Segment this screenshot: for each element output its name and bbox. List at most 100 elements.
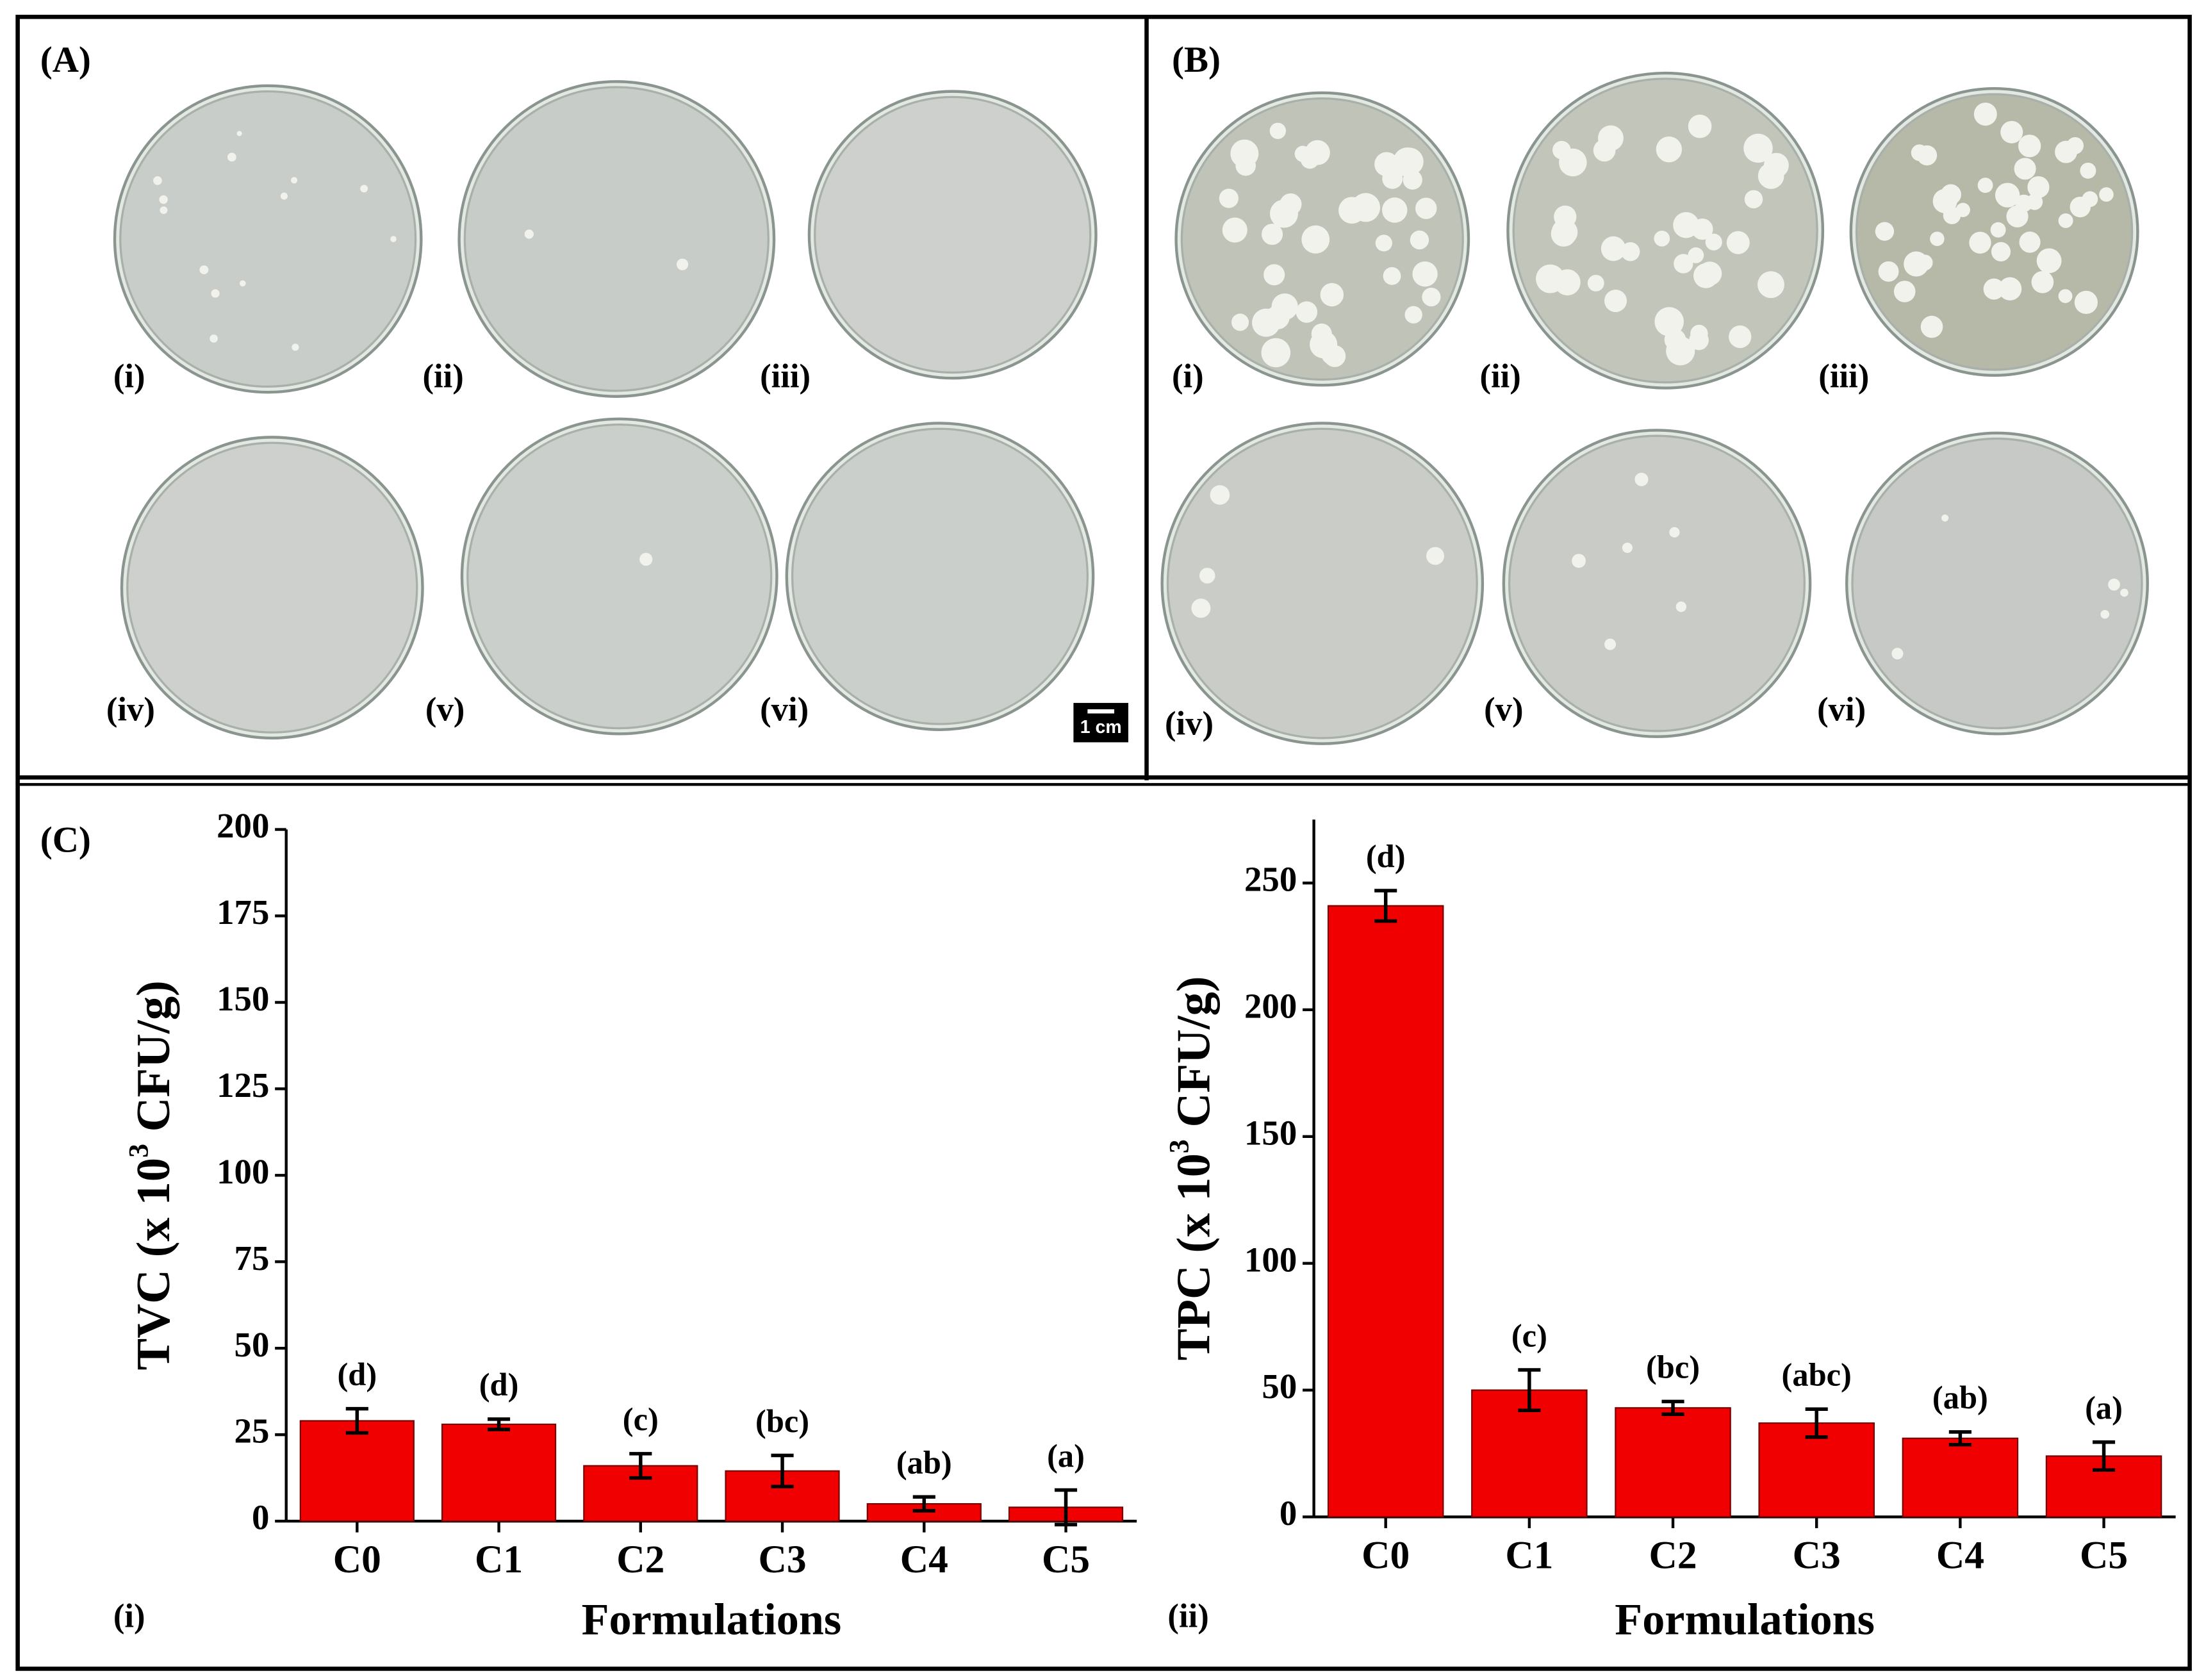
colony — [1666, 336, 1695, 366]
plate-label: (iii) — [1818, 358, 1869, 395]
colony — [1656, 136, 1683, 163]
colony — [1422, 287, 1441, 307]
y-tick-label: 150 — [217, 979, 269, 1018]
colony — [1911, 144, 1928, 161]
colony — [2019, 231, 2041, 253]
colony — [290, 177, 298, 184]
colony — [1991, 242, 2011, 261]
colony — [1210, 485, 1230, 505]
colony — [2099, 187, 2114, 202]
plate-label: (iv) — [1165, 705, 1214, 742]
colony — [1262, 224, 1283, 245]
colony — [2074, 290, 2098, 315]
colony — [1191, 598, 1211, 618]
plate-label: (ii) — [423, 358, 464, 395]
colony — [1383, 267, 1401, 285]
colony — [1654, 230, 1670, 247]
colony — [2014, 158, 2036, 180]
colony — [639, 552, 653, 566]
group-label: (ab) — [896, 1445, 952, 1481]
colony — [2036, 248, 2062, 274]
colony — [1757, 163, 1784, 189]
colony — [292, 343, 299, 351]
colony — [1604, 290, 1627, 313]
colony — [2058, 213, 2073, 228]
colony — [1426, 547, 1445, 565]
petri-dish — [126, 441, 418, 734]
petri-dish — [1166, 427, 1478, 739]
colony — [1375, 235, 1392, 252]
colony — [1601, 236, 1626, 261]
x-tick-label: C2 — [1649, 1533, 1697, 1577]
colony — [1943, 206, 1961, 224]
colony — [1301, 225, 1330, 254]
group-label: (d) — [479, 1367, 519, 1403]
colony — [1893, 281, 1916, 302]
colony — [1995, 183, 2020, 208]
plates — [113, 71, 2149, 745]
y-tick-label: 150 — [1244, 1113, 1297, 1152]
colony — [1973, 103, 1997, 126]
colony — [1222, 217, 1247, 243]
group-label: (a) — [2085, 1390, 2123, 1426]
x-tick-label: C2 — [616, 1538, 664, 1581]
petri-dish — [814, 95, 1092, 374]
group-label: (d) — [337, 1356, 377, 1392]
colony — [2027, 176, 2050, 199]
colony — [239, 280, 246, 287]
colony — [2100, 609, 2110, 619]
bar — [441, 1423, 557, 1522]
group-label: (a) — [1047, 1438, 1085, 1474]
error-bar — [629, 1452, 652, 1480]
y-tick-label: 75 — [235, 1239, 270, 1278]
colony — [1744, 190, 1763, 209]
colony — [2066, 136, 2084, 154]
error-bar — [345, 1406, 368, 1435]
error-bar — [488, 1417, 511, 1431]
y-axis-label-part: CFU/g) — [1168, 976, 1221, 1139]
y-axis-label-part: 3 — [1164, 1139, 1194, 1153]
error-bar — [1374, 889, 1397, 923]
petri-dish — [119, 90, 417, 388]
colony — [160, 206, 168, 215]
colony — [2070, 196, 2091, 218]
x-tick-label: C1 — [475, 1538, 523, 1581]
colony — [1604, 638, 1617, 650]
x-tick-label: C4 — [1936, 1533, 1984, 1577]
colony — [1674, 254, 1693, 274]
colony — [1536, 264, 1565, 293]
colony — [1552, 140, 1571, 160]
error-bar — [1948, 1430, 1971, 1447]
colony — [1634, 472, 1649, 486]
colony — [1310, 331, 1338, 359]
colony — [1757, 271, 1784, 299]
colony — [1269, 122, 1287, 139]
colony — [1231, 313, 1249, 331]
colony — [1415, 197, 1437, 219]
colony — [1551, 221, 1577, 247]
scale-bar-label: 1 cm — [1080, 717, 1122, 737]
colony — [1669, 527, 1680, 538]
y-tick-label: 25 — [235, 1412, 270, 1451]
plate-label: (v) — [1484, 691, 1523, 729]
colony — [1743, 133, 1773, 163]
group-label: (bc) — [755, 1403, 809, 1439]
colony — [360, 185, 368, 193]
panel-label: (C) — [40, 820, 91, 861]
colony — [1271, 293, 1298, 320]
colony — [1412, 261, 1438, 287]
y-tick-label: 50 — [235, 1325, 270, 1364]
colony — [1382, 168, 1403, 189]
y-tick-label: 250 — [1244, 860, 1297, 899]
y-tick-label: 200 — [1244, 987, 1297, 1026]
colony — [2031, 270, 2054, 293]
colony — [1620, 242, 1640, 261]
colony — [1587, 274, 1604, 292]
colony — [524, 229, 534, 239]
colony — [1698, 261, 1722, 286]
petri-dish — [1508, 434, 1806, 732]
error-bar — [912, 1495, 935, 1513]
colony — [1261, 338, 1291, 368]
petri-dish — [791, 427, 1089, 725]
